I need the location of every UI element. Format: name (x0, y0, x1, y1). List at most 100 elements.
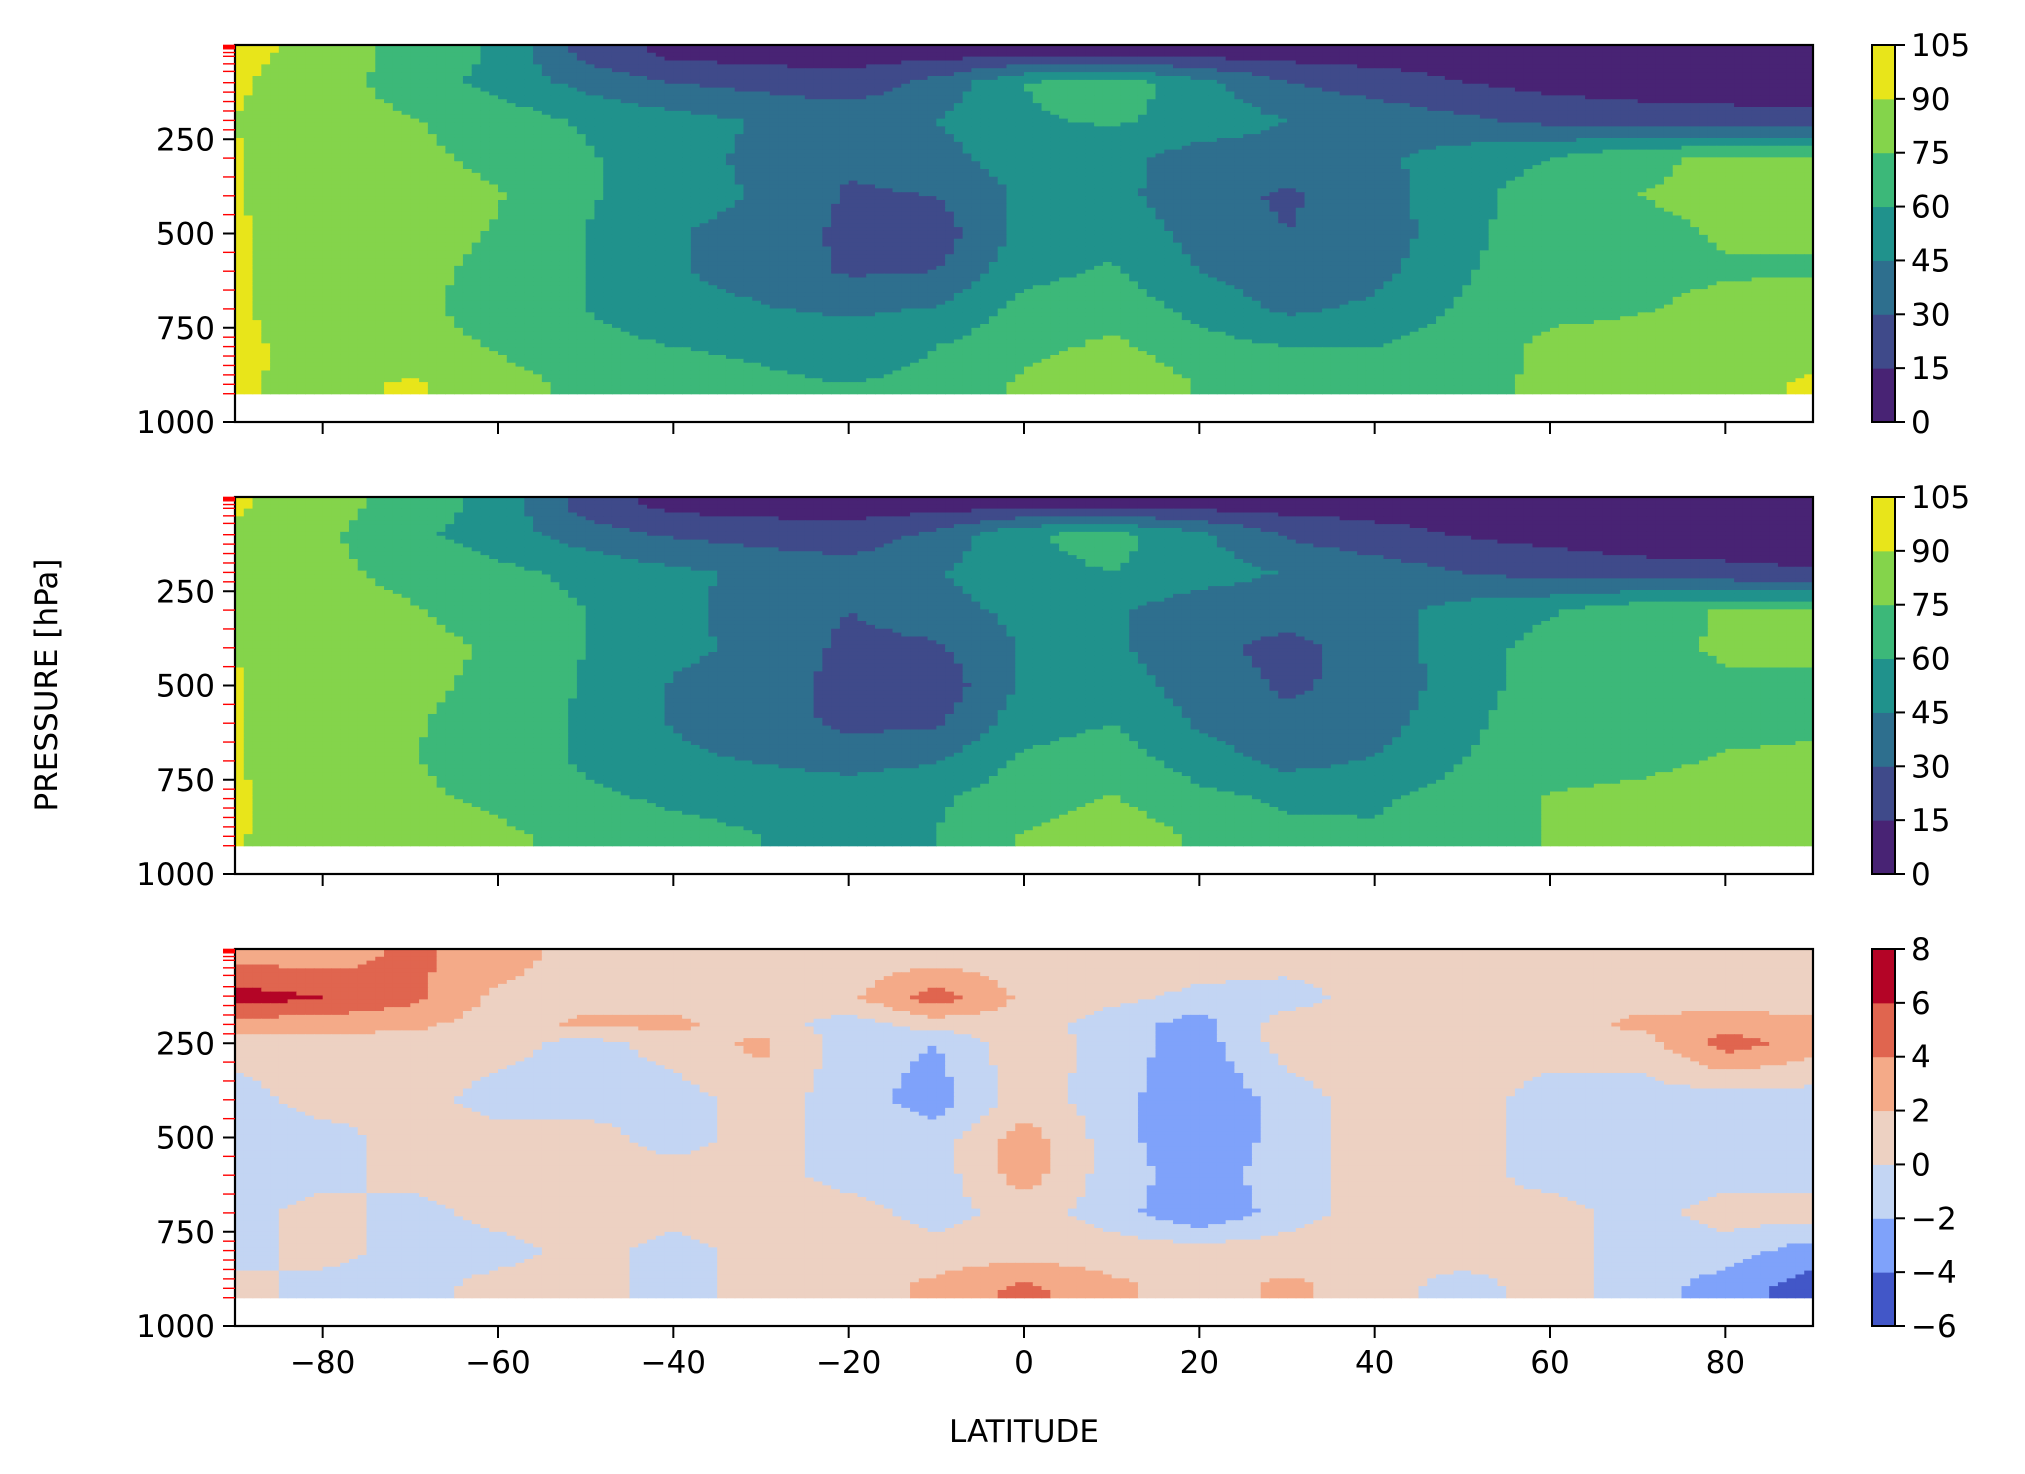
contour-cell (725, 91, 736, 96)
contour-cell (1295, 137, 1306, 143)
contour-cell (585, 110, 596, 116)
contour-cell (287, 122, 297, 127)
contour-cell (1365, 83, 1376, 89)
contour-cell (1146, 141, 1157, 147)
contour-cell (874, 130, 885, 135)
contour-cell (410, 107, 420, 112)
contour-cell (568, 118, 578, 124)
contour-cell (778, 60, 788, 65)
contour-fill-top (235, 45, 1813, 395)
contour-cell (1699, 56, 1709, 62)
contour-cell (1646, 126, 1656, 131)
contour-cell (813, 107, 823, 112)
contour-cell (1330, 79, 1341, 85)
contour-cell (1409, 79, 1420, 85)
contour-cell (1681, 137, 1691, 143)
contour-cell (813, 118, 823, 124)
contour-cell (1427, 126, 1437, 131)
contour-cell (1208, 68, 1218, 73)
contour-cell (1541, 45, 1551, 50)
contour-cell (1190, 64, 1200, 69)
contour-cell (1760, 79, 1770, 85)
contour-cell (278, 52, 289, 58)
contour-cell (1585, 130, 1595, 135)
contour-cell (410, 60, 420, 65)
contour-cell (1611, 130, 1621, 135)
contour-cell (585, 103, 596, 108)
contour-cell (498, 45, 508, 50)
contour-cell (988, 83, 999, 89)
contour-cell (1383, 141, 1393, 147)
contour-cell (1181, 56, 1192, 62)
contour-cell (278, 137, 289, 143)
contour-cell (436, 149, 446, 155)
contour-cell (1699, 83, 1709, 89)
contour-cell (708, 68, 718, 73)
contour-cell (1251, 130, 1262, 135)
contour-cell (576, 91, 587, 96)
contour-cell (1497, 122, 1507, 127)
contour-cell (997, 99, 1008, 104)
contour-cell (340, 83, 350, 89)
contour-cell (1453, 64, 1463, 69)
contour-cell (699, 48, 709, 54)
contour-cell (1751, 91, 1761, 96)
contour-cell (936, 137, 946, 143)
contour-cell (1234, 103, 1244, 108)
contour-cell (690, 99, 701, 104)
contour-cell (384, 141, 394, 147)
contour-cell (1330, 134, 1341, 139)
contour-cell (708, 72, 718, 77)
contour-cell (1734, 118, 1744, 124)
contour-cell (1032, 137, 1043, 143)
contour-cell (480, 52, 490, 58)
contour-cell (1383, 137, 1393, 143)
contour-cell (1313, 52, 1323, 58)
contour-cell (839, 87, 850, 93)
contour-cell (1216, 76, 1227, 81)
contour-cell (1111, 137, 1122, 143)
contour-cell (901, 103, 911, 108)
contour-cell (1550, 103, 1560, 108)
contour-cell (1620, 72, 1630, 77)
contour-cell (761, 83, 771, 89)
contour-cell (1462, 76, 1472, 81)
contour-cell (1357, 48, 1367, 54)
contour-cell (1400, 107, 1411, 112)
contour-cell (594, 83, 604, 89)
contour-cell (804, 52, 815, 58)
contour-cell (848, 130, 859, 135)
contour-cell (1532, 107, 1542, 112)
contour-cell (980, 130, 990, 135)
contour-cell (585, 68, 596, 73)
contour-cell (1120, 122, 1130, 127)
contour-cell (787, 68, 797, 73)
contour-cell (1550, 91, 1560, 96)
contour-cell (1804, 126, 1813, 131)
contour-cell (1593, 114, 1604, 120)
contour-cell (918, 60, 929, 65)
contour-cell (1663, 68, 1674, 73)
contour-cell (1532, 110, 1542, 116)
contour-cell (1620, 60, 1630, 65)
contour-cell (1751, 141, 1761, 147)
contour-cell (270, 110, 280, 116)
contour-cell (235, 52, 245, 58)
contour-cell (1593, 72, 1604, 77)
contour-cell (682, 76, 692, 81)
contour-cell (568, 126, 578, 131)
contour-cell (375, 68, 385, 73)
contour-cell (822, 122, 832, 127)
contour-cell (1076, 45, 1086, 50)
contour-cell (734, 48, 745, 54)
contour-cell (682, 52, 692, 58)
contour-cell (962, 114, 972, 120)
contour-cell (1479, 107, 1490, 112)
contour-cell (1322, 114, 1332, 120)
contour-cell (1707, 118, 1718, 124)
contour-cell (1243, 137, 1253, 143)
contour-cell (1313, 60, 1323, 65)
contour-cell (1497, 137, 1507, 143)
contour-cell (892, 99, 902, 104)
contour-cell (980, 48, 990, 54)
